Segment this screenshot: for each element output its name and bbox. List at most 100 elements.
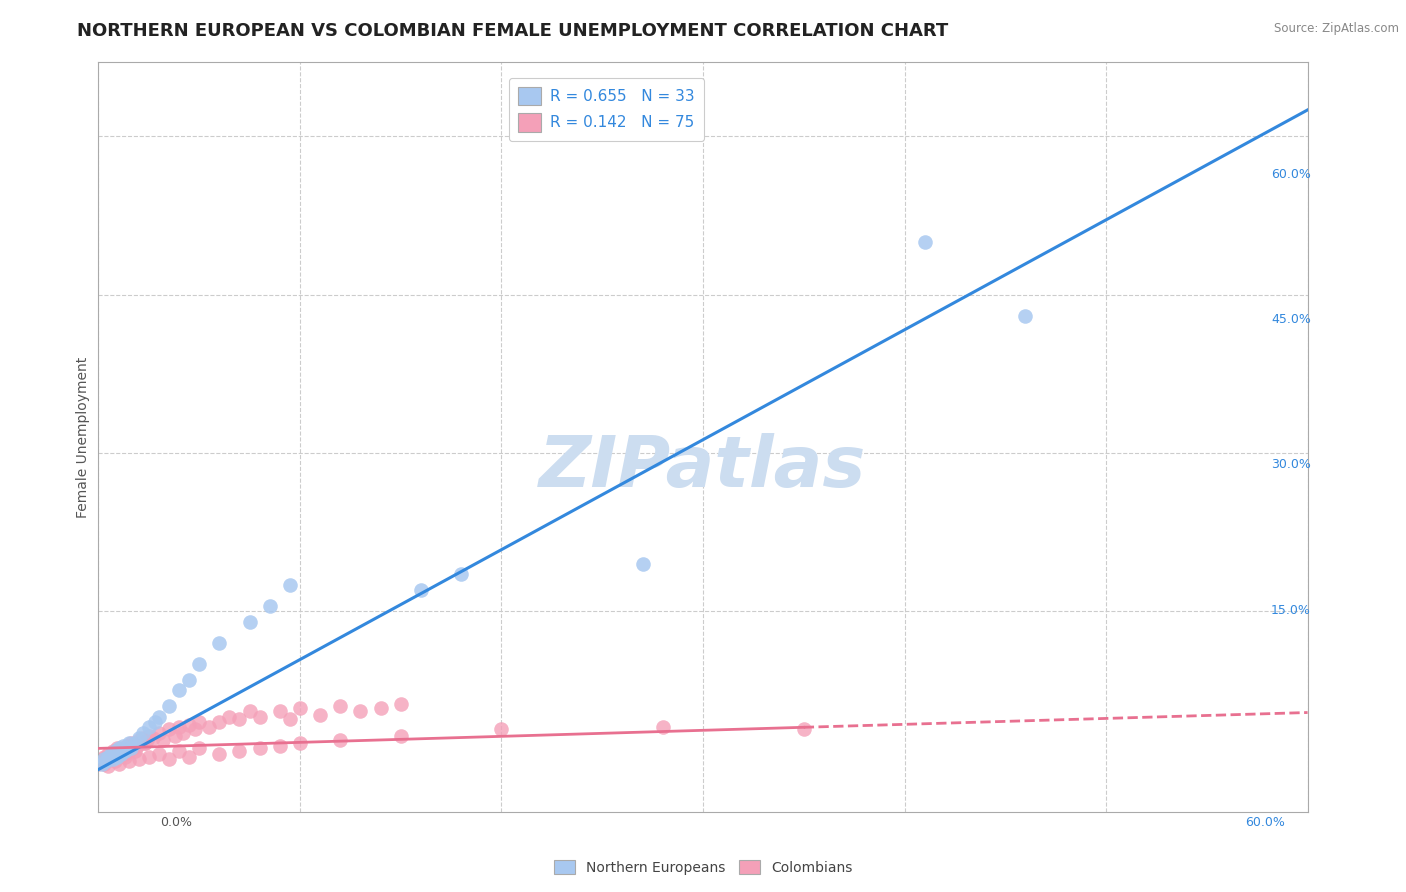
Point [128,733,150,747]
Point [142,731,165,745]
Point [208,636,231,650]
Legend: Northern Europeans, Colombians: Northern Europeans, Colombians [548,855,858,880]
Text: 30.0%: 30.0% [1271,458,1310,472]
Point [107,757,129,772]
Text: 0.0%: 0.0% [160,816,191,830]
Point [97,759,120,773]
Point [259,599,281,613]
Point [129,736,152,750]
Point [114,749,136,764]
Point [96,754,118,768]
Text: 60.0%: 60.0% [1271,169,1310,181]
Point [114,747,136,761]
Point [135,733,157,747]
Point [450,567,472,582]
Point [914,235,936,249]
Point [389,697,412,711]
Point [143,714,166,729]
Point [134,736,156,750]
Point [218,710,240,724]
Point [105,749,128,764]
Point [167,720,190,734]
Point [179,718,201,732]
Point [148,725,170,739]
Point [167,743,190,757]
Y-axis label: Female Unemployment: Female Unemployment [76,357,90,517]
Text: 15.0%: 15.0% [1271,604,1310,616]
Point [198,720,221,734]
Point [118,743,141,757]
Point [125,739,148,754]
Point [409,583,432,598]
Point [101,743,124,757]
Point [128,752,150,766]
Point [121,741,143,756]
Point [134,736,156,750]
Point [278,712,301,726]
Point [107,747,129,761]
Point [1014,309,1036,323]
Point [269,705,291,719]
Point [138,729,160,743]
Point [91,757,114,772]
Point [128,731,150,745]
Point [184,723,207,737]
Point [124,736,146,750]
Point [239,615,262,629]
Point [163,729,186,743]
Point [138,749,160,764]
Point [179,673,201,687]
Point [120,736,142,750]
Point [93,749,115,764]
Point [278,578,301,592]
Point [172,725,194,739]
Point [651,720,673,734]
Point [103,743,125,757]
Point [188,741,211,756]
Point [228,743,250,757]
Point [148,747,170,761]
Point [111,741,134,756]
Point [157,699,180,714]
Point [118,736,141,750]
Point [89,754,111,768]
Text: ZIPatlas: ZIPatlas [540,433,866,501]
Point [132,731,155,745]
Point [309,707,332,722]
Point [132,725,155,739]
Point [97,747,120,761]
Point [115,739,138,754]
Point [188,657,211,671]
Point [793,723,815,737]
Point [389,729,412,743]
Point [188,714,211,729]
Point [96,754,118,768]
Point [249,710,271,724]
Legend: R = 0.655   N = 33, R = 0.142   N = 75: R = 0.655 N = 33, R = 0.142 N = 75 [509,78,704,141]
Point [91,752,114,766]
Text: NORTHERN EUROPEAN VS COLOMBIAN FEMALE UNEMPLOYMENT CORRELATION CHART: NORTHERN EUROPEAN VS COLOMBIAN FEMALE UN… [77,22,949,40]
Point [114,743,136,757]
Point [110,743,132,757]
Point [269,739,291,754]
Point [157,752,180,766]
Text: 45.0%: 45.0% [1271,313,1310,326]
Point [329,699,352,714]
Point [111,739,134,754]
Point [93,757,115,772]
Point [208,714,231,729]
Point [228,712,250,726]
Point [107,741,129,756]
Text: Source: ZipAtlas.com: Source: ZipAtlas.com [1274,22,1399,36]
Point [87,757,110,772]
Point [239,705,262,719]
Point [97,749,120,764]
Point [124,743,146,757]
Point [208,747,231,761]
Point [329,733,352,747]
Point [157,723,180,737]
Point [101,752,124,766]
Point [110,747,132,761]
Point [138,720,160,734]
Point [100,747,122,761]
